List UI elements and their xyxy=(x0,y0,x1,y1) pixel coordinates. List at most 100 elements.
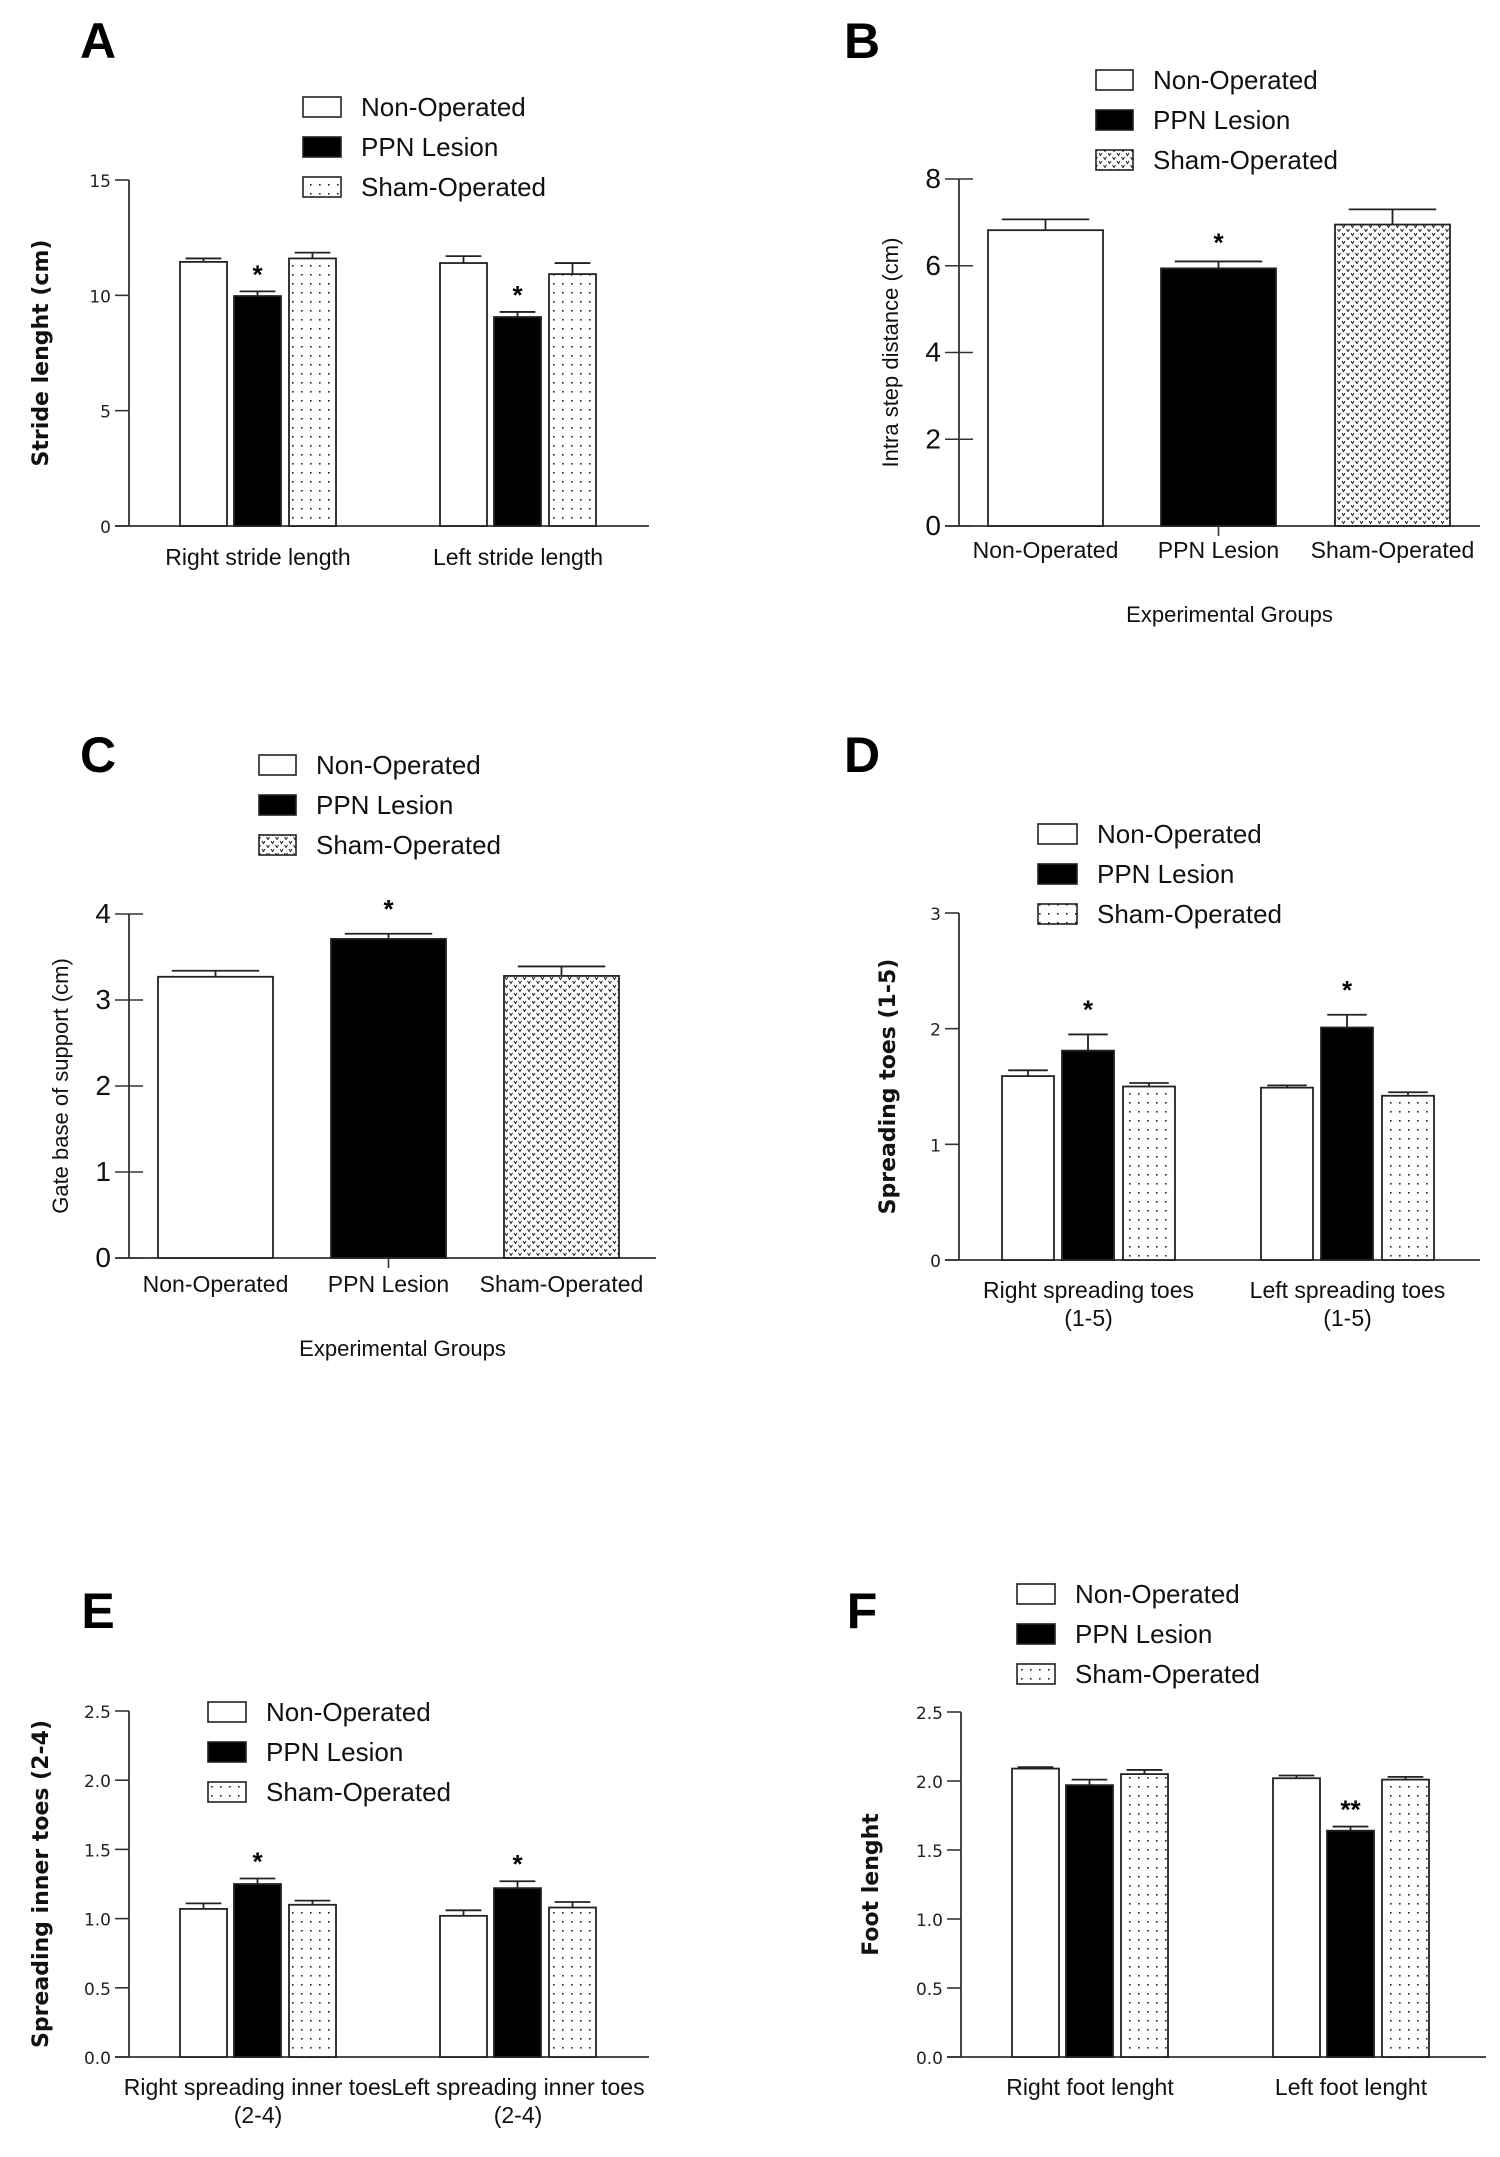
y-tick-label: 2.0 xyxy=(916,1773,943,1793)
legend-label: Non-Operated xyxy=(266,1697,431,1727)
bar-ppn-lesion xyxy=(1320,1026,1374,1261)
bar-sham-operated xyxy=(1381,1094,1435,1261)
bar-non-operated xyxy=(1001,1075,1055,1261)
bar-sham-operated xyxy=(548,273,597,527)
y-tick-label: 5 xyxy=(100,403,111,423)
legend-swatch-1 xyxy=(302,136,342,158)
y-tick-label: 2 xyxy=(930,1021,941,1041)
category-label: (1-5) xyxy=(1323,1305,1372,1331)
y-tick-label: 1 xyxy=(95,1156,111,1187)
legend-label: PPN Lesion xyxy=(361,132,498,162)
legend-swatch-1 xyxy=(258,794,297,816)
bar-non-operated xyxy=(157,975,274,1259)
legend-label: Non-Operated xyxy=(361,92,526,122)
legend-label: Sham-Operated xyxy=(361,172,546,202)
bar-non-operated xyxy=(439,1914,488,2058)
significance-marker: * xyxy=(1342,975,1353,1005)
y-axis-title: Spreading toes (1-5) xyxy=(876,959,901,1215)
legend-swatch-0 xyxy=(302,96,342,118)
legend-swatch-1 xyxy=(1095,109,1134,131)
panel-f: F Non-Operated PPN Lesion Sham-Operated 0.0 0… xyxy=(847,1579,1486,2100)
bar-sham-operated xyxy=(1381,1778,1430,2058)
y-tick-label: 3 xyxy=(95,984,111,1015)
panel-letter: B xyxy=(844,13,880,69)
y-tick-label: 0 xyxy=(95,1242,111,1273)
panel-letter: E xyxy=(81,1583,114,1639)
bar-ppn-lesion xyxy=(330,938,447,1259)
legend-swatch-0 xyxy=(1016,1583,1056,1605)
bar-non-operated xyxy=(179,1908,228,2058)
legend: Non-Operated PPN Lesion Sham-Operated xyxy=(302,92,546,202)
legend-swatch-1 xyxy=(1016,1623,1056,1645)
legend-label: Sham-Operated xyxy=(1097,899,1282,929)
y-tick-label: 2 xyxy=(95,1070,111,1101)
panel-letter: F xyxy=(847,1583,878,1639)
category-label: (2-4) xyxy=(234,2102,283,2128)
significance-marker: * xyxy=(512,280,523,310)
bar-ppn-lesion xyxy=(493,316,542,527)
y-tick-label: 10 xyxy=(89,287,111,307)
category-label: Right foot lenght xyxy=(1006,2074,1174,2100)
y-tick-label: 15 xyxy=(89,172,111,192)
significance-marker: ** xyxy=(1340,1795,1361,1825)
legend-label: Sham-Operated xyxy=(266,1777,451,1807)
category-label: Left spreading toes xyxy=(1250,1277,1446,1303)
legend-label: PPN Lesion xyxy=(1153,105,1290,135)
bar-sham-operated xyxy=(503,975,620,1259)
legend-swatch-1 xyxy=(1037,863,1078,885)
y-tick-label: 6 xyxy=(925,250,941,281)
x-axis-title: Experimental Groups xyxy=(1126,602,1333,627)
y-tick-label: 0.5 xyxy=(916,1980,943,2000)
bar-non-operated xyxy=(1011,1767,1060,2058)
category-label: PPN Lesion xyxy=(1158,537,1279,563)
legend-label: Sham-Operated xyxy=(1075,1659,1260,1689)
bar-ppn-lesion xyxy=(493,1887,542,2058)
bar-sham-operated xyxy=(1120,1773,1169,2058)
significance-marker: * xyxy=(252,1846,263,1876)
y-axis-title: Stride lenght (cm) xyxy=(29,240,54,467)
panel-e: E Non-Operated PPN Lesion Sham-Operated 0.0 0… xyxy=(29,1583,649,2128)
panel-d: D Non-Operated PPN Lesion Sham-Operated 0 1 2 3… xyxy=(844,727,1480,1331)
legend-swatch-2 xyxy=(1095,149,1134,171)
significance-marker: * xyxy=(1213,227,1224,257)
y-axis-title: Intra step distance (cm) xyxy=(878,238,903,468)
category-label: PPN Lesion xyxy=(328,1271,449,1297)
y-tick-label: 1.0 xyxy=(916,1911,943,1931)
legend-swatch-2 xyxy=(302,176,342,198)
legend: Non-Operated PPN Lesion Sham-Operated xyxy=(1037,819,1282,929)
legend-swatch-0 xyxy=(1095,69,1134,91)
y-tick-label: 1.5 xyxy=(84,1841,111,1861)
legend-label: PPN Lesion xyxy=(1097,859,1234,889)
category-label: Sham-Operated xyxy=(480,1271,644,1297)
legend-swatch-2 xyxy=(1037,903,1078,925)
bar-sham-operated xyxy=(288,1903,337,2058)
panel-letter: A xyxy=(80,13,116,69)
panel-b: B Non-Operated PPN Lesion Sham-Operated 0 2 4 6… xyxy=(844,13,1480,627)
legend: Non-Operated PPN Lesion Sham-Operated xyxy=(1016,1579,1260,1689)
significance-marker: * xyxy=(252,259,263,289)
significance-marker: * xyxy=(383,894,394,924)
category-label: Right spreading toes xyxy=(983,1277,1194,1303)
category-label: Left spreading inner toes xyxy=(391,2074,644,2100)
legend-label: Sham-Operated xyxy=(1153,145,1338,175)
bar-sham-operated xyxy=(548,1906,597,2058)
bar-sham-operated xyxy=(1334,223,1451,527)
bar-non-operated xyxy=(179,260,228,527)
y-tick-label: 0 xyxy=(925,510,941,541)
legend-label: Non-Operated xyxy=(1153,65,1318,95)
y-tick-label: 0 xyxy=(930,1252,941,1272)
bar-non-operated xyxy=(987,229,1104,527)
category-label: (1-5) xyxy=(1064,1305,1113,1331)
panel-c: C Non-Operated PPN Lesion Sham-Operated 0 1 2 3… xyxy=(48,727,656,1361)
panel-letter: C xyxy=(80,727,116,783)
panel-letter: D xyxy=(844,727,880,783)
bar-non-operated xyxy=(439,262,488,527)
legend: Non-Operated PPN Lesion Sham-Operated xyxy=(258,750,501,860)
legend-swatch-0 xyxy=(207,1701,247,1723)
y-tick-label: 8 xyxy=(925,163,941,194)
y-tick-label: 0 xyxy=(100,518,111,538)
bar-ppn-lesion xyxy=(233,295,282,527)
bar-ppn-lesion xyxy=(233,1883,282,2058)
y-tick-label: 2.0 xyxy=(84,1772,111,1792)
category-label: Right stride length xyxy=(165,544,350,570)
